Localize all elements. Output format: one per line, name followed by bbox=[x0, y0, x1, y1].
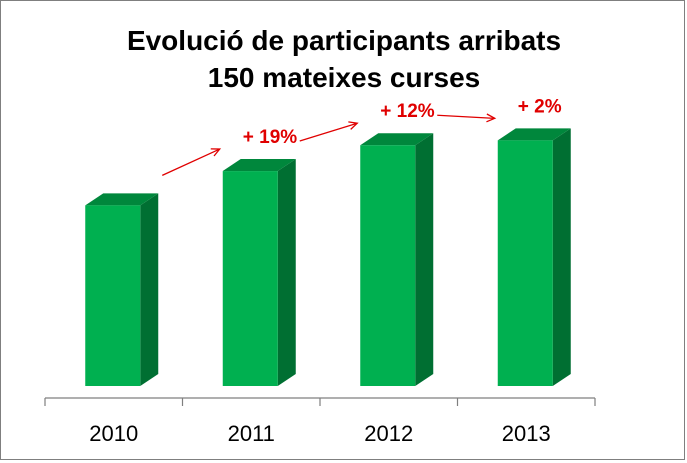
bar-2011 bbox=[222, 159, 296, 386]
growth-annotations: + 19% + 12% + 2% bbox=[161, 96, 562, 176]
bar-top-2013 bbox=[497, 128, 571, 141]
growth-label: + 2% bbox=[518, 96, 562, 117]
growth-arrow-head bbox=[486, 113, 497, 123]
growth-label: + 19% bbox=[243, 127, 298, 148]
growth-arrow-head bbox=[210, 148, 222, 157]
annotation-2011-2012: + 12% bbox=[299, 101, 435, 142]
growth-label: + 12% bbox=[380, 101, 435, 122]
bar-side-2011 bbox=[277, 159, 296, 386]
chart-subtitle: 150 mateixes curses bbox=[208, 62, 480, 93]
bar-top-2011 bbox=[222, 159, 296, 172]
x-axis bbox=[44, 397, 596, 406]
bar-side-2010 bbox=[140, 193, 159, 386]
annotation-2012-2013: + 2% bbox=[437, 96, 562, 123]
bar-side-2012 bbox=[415, 133, 434, 386]
bar-2012 bbox=[360, 133, 434, 386]
x-tick-label-2012: 2012 bbox=[364, 421, 413, 446]
growth-arrow-head bbox=[348, 121, 359, 130]
bar-top-2010 bbox=[85, 193, 159, 206]
x-tick-label-2013: 2013 bbox=[502, 421, 551, 446]
bar-2013 bbox=[497, 128, 571, 386]
growth-arrow-line bbox=[437, 114, 495, 119]
bar-side-2013 bbox=[552, 128, 571, 386]
bar-top-2012 bbox=[360, 133, 434, 146]
annotation-2010-2011: + 19% bbox=[161, 127, 298, 176]
bar-front-2013 bbox=[497, 140, 553, 386]
bar-front-2010 bbox=[85, 205, 141, 386]
chart-title: Evolució de participants arribats bbox=[127, 25, 561, 56]
x-tick-labels: 2010 2011 2012 2013 bbox=[89, 421, 550, 446]
x-tick-label-2011: 2011 bbox=[228, 421, 275, 446]
growth-arrow-line bbox=[299, 122, 358, 142]
bars-group bbox=[85, 128, 571, 386]
bar-front-2012 bbox=[360, 145, 416, 386]
growth-arrow-line bbox=[161, 148, 221, 176]
bar-2010 bbox=[85, 193, 159, 386]
bar-front-2011 bbox=[222, 171, 278, 386]
x-tick-label-2010: 2010 bbox=[89, 421, 138, 446]
